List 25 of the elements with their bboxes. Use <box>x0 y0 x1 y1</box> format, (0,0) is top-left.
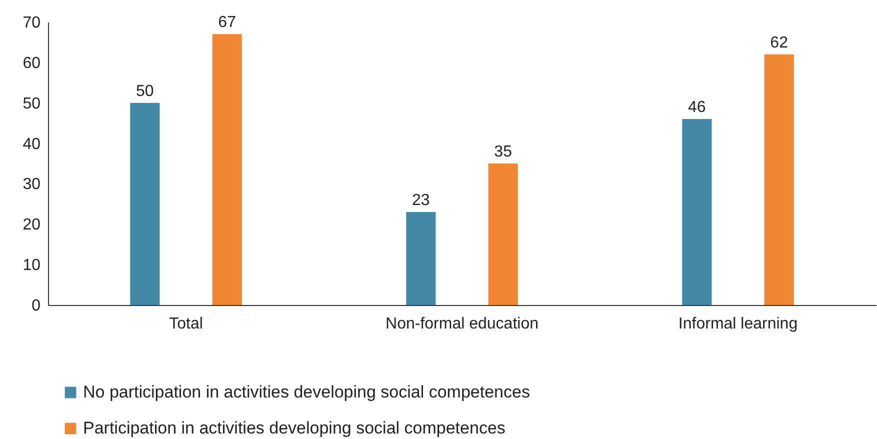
x-tick-label: Total <box>169 316 203 332</box>
data-label: 35 <box>494 144 512 160</box>
legend-label: Participation in activities developing social competences <box>83 418 506 438</box>
y-tick-label: 10 <box>22 257 41 274</box>
y-tick-label: 70 <box>22 14 41 32</box>
y-tick-label: 30 <box>22 176 41 194</box>
bar <box>130 102 160 305</box>
bar <box>406 212 436 305</box>
bar <box>488 164 518 305</box>
bar <box>682 119 712 305</box>
legend-label: No participation in activities developing social competences <box>83 382 530 402</box>
data-label: 67 <box>218 14 236 32</box>
y-tick-label: 0 <box>32 298 41 314</box>
y-tick-label: 60 <box>22 54 41 72</box>
y-tick-label: 40 <box>22 136 41 153</box>
data-label: 46 <box>688 99 706 116</box>
y-tick-label: 50 <box>22 95 41 112</box>
y-tick-label: 20 <box>22 216 41 234</box>
data-label: 23 <box>412 192 430 210</box>
bar <box>764 54 794 305</box>
data-label: 50 <box>136 82 154 100</box>
x-tick-label: Informal learning <box>678 316 798 332</box>
data-label: 62 <box>770 34 788 52</box>
x-tick-label: Non-formal education <box>386 316 538 332</box>
bar <box>212 34 242 305</box>
